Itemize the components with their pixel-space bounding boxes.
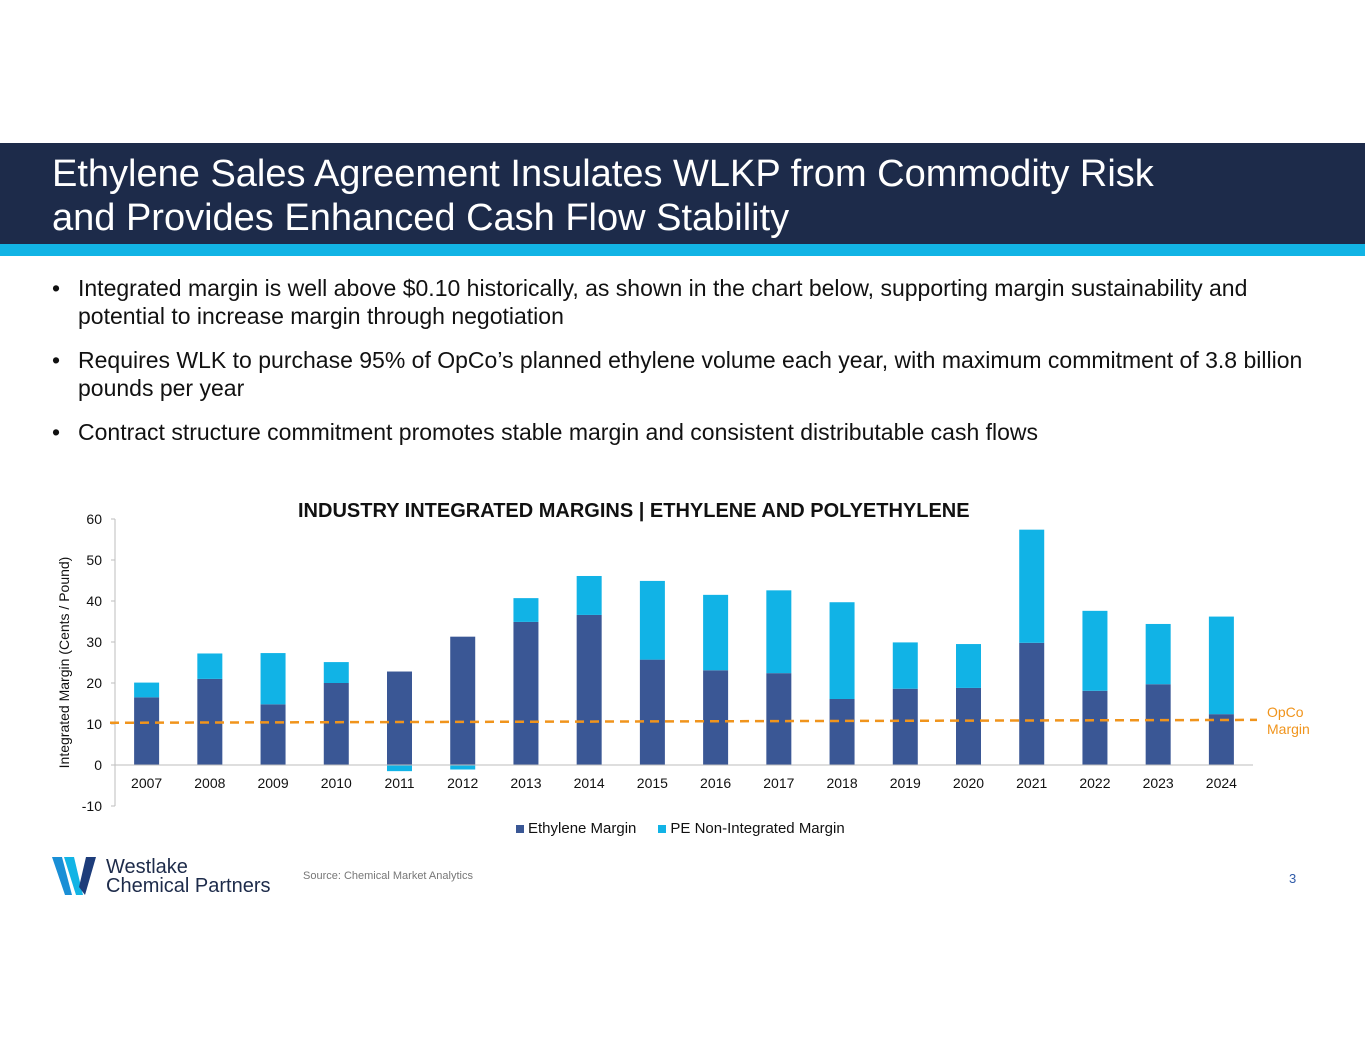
bar-ethylene-margin (892, 688, 918, 765)
westlake-w-icon (52, 857, 96, 895)
y-tick-label: 10 (86, 716, 102, 732)
y-axis-title: Integrated Margin (Cents / Pound) (56, 557, 72, 769)
x-tick-label: 2014 (574, 775, 605, 791)
bar-pe-margin (829, 602, 855, 699)
x-tick-label: 2013 (510, 775, 541, 791)
y-tick-label: 40 (86, 593, 102, 609)
bar-ethylene-margin (829, 698, 855, 765)
bar-pe-margin (450, 765, 476, 770)
bar-pe-margin (892, 642, 918, 689)
x-tick-label: 2017 (763, 775, 794, 791)
bar-ethylene-margin (450, 636, 476, 765)
bar-ethylene-margin (513, 621, 539, 765)
bar-ethylene-margin (639, 659, 665, 765)
logo-text: Westlake Chemical Partners (106, 856, 271, 897)
bar-ethylene-margin (576, 614, 602, 765)
bullet-item: • Integrated margin is well above $0.10 h… (52, 274, 1322, 330)
opco-margin-line (109, 718, 1258, 725)
y-tick-label: 0 (94, 757, 102, 773)
x-tick-label: 2009 (257, 775, 288, 791)
bullet-item: • Contract structure commitment promotes … (52, 418, 1322, 446)
y-tick-label: 60 (86, 511, 102, 527)
bullet-marker: • (52, 347, 61, 373)
bar-pe-margin (956, 644, 981, 688)
x-tick-label: 2018 (826, 775, 857, 791)
bar-pe-margin (260, 653, 286, 705)
bar-ethylene-margin (1082, 690, 1108, 765)
bar-pe-margin (134, 682, 160, 698)
bar-pe-margin (1208, 616, 1234, 715)
x-tick-label: 2023 (1143, 775, 1174, 791)
bullet-text: Integrated margin is well above $0.10 hi… (78, 275, 1248, 329)
bar-pe-margin (576, 575, 602, 615)
chart-title: INDUSTRY INTEGRATED MARGINS | ETHYLENE A… (298, 500, 970, 522)
x-tick-label: 2011 (384, 775, 414, 791)
bar-pe-margin (1019, 529, 1045, 643)
bar-ethylene-margin (323, 683, 349, 765)
opco-margin-label-line-2: Margin (1267, 721, 1310, 737)
bullet-marker: • (52, 275, 61, 301)
bullet-item: • Requires WLK to purchase 95% of OpCo’s … (52, 346, 1322, 402)
x-tick-label: 2015 (637, 775, 668, 791)
bar-pe-margin (387, 765, 412, 772)
chart-legend: Ethylene Margin PE Non-Integrated Margin (516, 820, 845, 837)
x-tick-label: 2020 (953, 775, 984, 791)
y-tick-label: 20 (86, 675, 102, 691)
bar-pe-margin (1082, 610, 1108, 691)
bar-ethylene-margin (1145, 684, 1171, 765)
y-tick-label: -10 (82, 798, 102, 814)
legend-item-ethylene: Ethylene Margin (516, 820, 636, 837)
x-tick-label: 2016 (700, 775, 731, 791)
company-logo: Westlake Chemical Partners (52, 857, 271, 897)
bar-ethylene-margin (1208, 714, 1234, 765)
page-number: 3 (1289, 871, 1297, 886)
bar-pe-margin (766, 590, 792, 674)
bar-ethylene-margin (260, 704, 286, 765)
opco-margin-label-line-1: OpCo (1267, 704, 1304, 720)
bullet-text: Requires WLK to purchase 95% of OpCo’s p… (78, 347, 1303, 401)
legend-swatch-pe (658, 824, 667, 833)
bar-pe-margin (197, 653, 223, 679)
bullet-marker: • (52, 419, 61, 445)
y-tick-label: 30 (86, 634, 102, 650)
bullet-text: Contract structure commitment promotes s… (78, 419, 1039, 445)
x-tick-label: 2010 (321, 775, 352, 791)
legend-item-pe: PE Non-Integrated Margin (658, 820, 845, 837)
x-tick-label: 2021 (1016, 775, 1047, 791)
legend-label-ethylene: Ethylene Margin (528, 820, 637, 837)
title-line-1: Ethylene Sales Agreement Insulates WLKP … (52, 153, 1154, 195)
bar-ethylene-margin (1019, 642, 1045, 765)
x-tick-label: 2019 (890, 775, 921, 791)
legend-label-pe: PE Non-Integrated Margin (670, 820, 845, 837)
title-line-2: and Provides Enhanced Cash Flow Stabilit… (52, 197, 790, 239)
x-tick-label: 2022 (1079, 775, 1110, 791)
x-tick-label: 2024 (1206, 775, 1237, 791)
bar-pe-margin (639, 580, 665, 660)
x-tick-label: 2012 (447, 775, 478, 791)
bar-ethylene-margin (703, 670, 729, 765)
bar-pe-margin (1145, 623, 1171, 685)
bar-ethylene-margin (956, 687, 981, 765)
source-note: Source: Chemical Market Analytics (303, 870, 473, 882)
logo-line-1: Westlake (106, 856, 188, 878)
bar-pe-margin (703, 594, 729, 671)
bar-ethylene-margin (134, 697, 160, 765)
margin-chart: -10 0 10 20 30 40 50 60 Integrated Margin (Cents… (56, 511, 1310, 814)
bar-ethylene-margin (766, 673, 792, 765)
x-tick-label: 2008 (194, 775, 225, 791)
x-tick-label: 2007 (131, 775, 162, 791)
bar-ethylene-margin (387, 671, 412, 765)
y-tick-label: 50 (86, 552, 102, 568)
bullet-list: • Integrated margin is well above $0.10 h… (52, 274, 1322, 462)
bar-pe-margin (513, 598, 539, 622)
slide-title: Ethylene Sales Agreement Insulates WLKP … (52, 152, 1312, 240)
logo-line-2: Chemical Partners (106, 875, 271, 897)
bar-pe-margin (323, 662, 349, 683)
header-accent-stripe (0, 244, 1365, 256)
legend-swatch-ethylene (516, 824, 524, 833)
header-band (0, 143, 1365, 244)
